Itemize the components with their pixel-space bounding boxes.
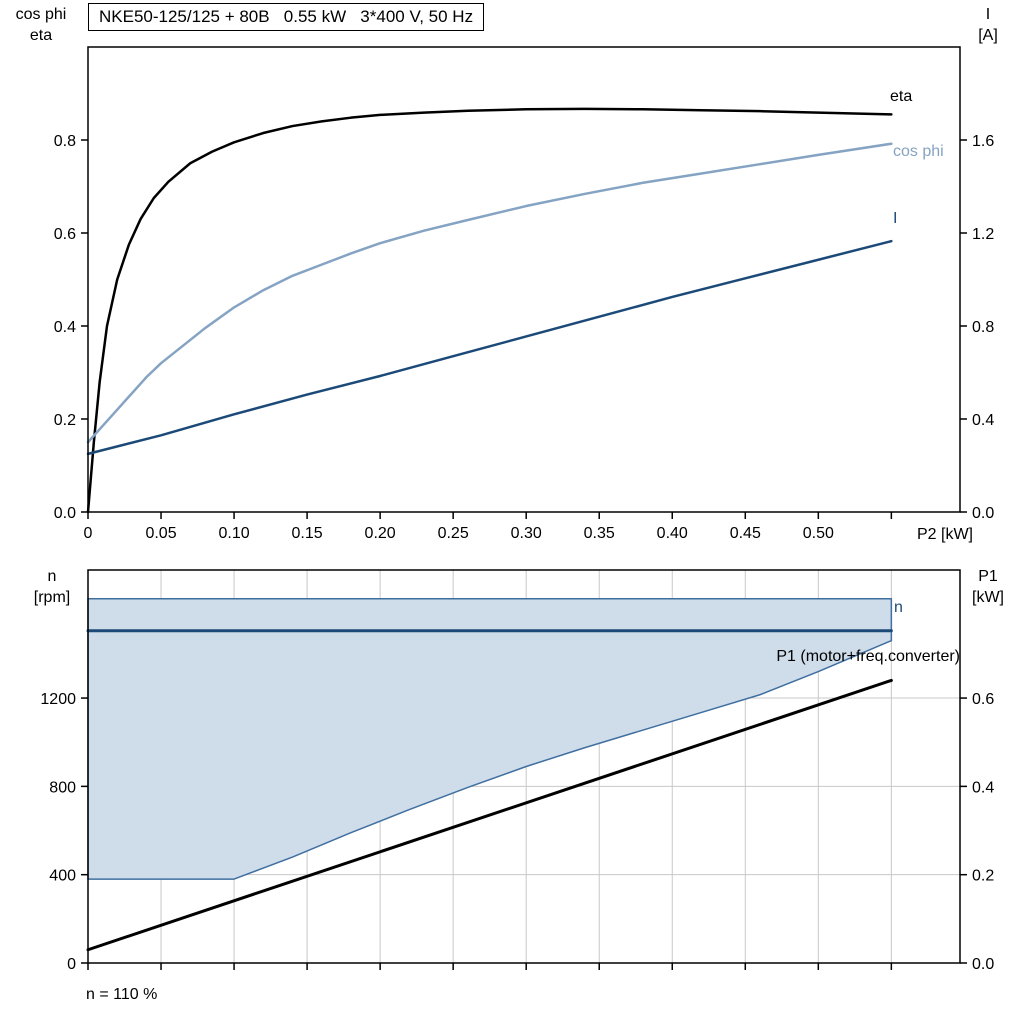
axis-title-current: I [985, 6, 991, 23]
svg-text:0.10: 0.10 [218, 525, 249, 542]
svg-text:0.05: 0.05 [145, 525, 176, 542]
svg-text:0.45: 0.45 [730, 525, 761, 542]
svg-text:0.4: 0.4 [972, 779, 994, 796]
axis-title-cos-phi: cos phi [15, 6, 67, 23]
svg-text:800: 800 [49, 779, 76, 796]
svg-text:1.6: 1.6 [972, 133, 994, 150]
svg-text:0.6: 0.6 [972, 691, 994, 708]
axis-title-eta: eta [29, 27, 53, 44]
speed-curve-label: n [894, 599, 903, 616]
svg-text:1.2: 1.2 [972, 226, 994, 243]
chart-title: NKE50-125/125 + 80B 0.55 kW 3*400 V, 50 … [88, 3, 485, 31]
speed-percent-annotation: n = 110 % [86, 986, 158, 1003]
bottom-chart-right-axis-title: P1 [kW] [958, 566, 1018, 608]
svg-text:0.20: 0.20 [365, 525, 396, 542]
top-chart-left-axis-title: cos phi eta [2, 4, 80, 46]
svg-text:400: 400 [49, 868, 76, 885]
svg-text:0.40: 0.40 [657, 525, 688, 542]
svg-text:0.30: 0.30 [511, 525, 542, 542]
svg-text:0.8: 0.8 [972, 319, 994, 336]
svg-text:P2 [kW]: P2 [kW] [917, 526, 973, 543]
svg-text:0.0: 0.0 [972, 505, 994, 522]
svg-text:0: 0 [84, 525, 93, 542]
svg-text:0.2: 0.2 [54, 412, 76, 429]
axis-title-current-unit: [A] [978, 27, 998, 44]
svg-text:0.4: 0.4 [54, 319, 76, 336]
current-curve-label: I [893, 210, 898, 227]
axis-title-speed-unit: [rpm] [33, 589, 71, 606]
svg-text:0.8: 0.8 [54, 133, 76, 150]
svg-text:0.4: 0.4 [972, 412, 994, 429]
eta-curve-label: eta [890, 88, 913, 105]
bottom-chart-left-axis-title: n [rpm] [22, 566, 82, 608]
top-chart-right-axis-title: I [A] [958, 4, 1018, 46]
svg-text:0.2: 0.2 [972, 868, 994, 885]
svg-text:0.15: 0.15 [292, 525, 323, 542]
svg-text:0.6: 0.6 [54, 226, 76, 243]
svg-text:0.25: 0.25 [438, 525, 469, 542]
p1-curve-label: P1 (motor+freq.converter) [776, 648, 960, 665]
axis-title-p1-unit: [kW] [972, 589, 1004, 606]
svg-text:0.50: 0.50 [803, 525, 834, 542]
cos-phi-curve-label: cos phi [893, 143, 944, 160]
svg-text:0.0: 0.0 [54, 505, 76, 522]
svg-text:0.35: 0.35 [584, 525, 615, 542]
svg-text:1200: 1200 [40, 691, 76, 708]
axis-title-speed: n [47, 568, 57, 585]
svg-text:0.0: 0.0 [972, 956, 994, 973]
axis-title-p1: P1 [978, 568, 998, 585]
svg-text:0: 0 [67, 956, 76, 973]
